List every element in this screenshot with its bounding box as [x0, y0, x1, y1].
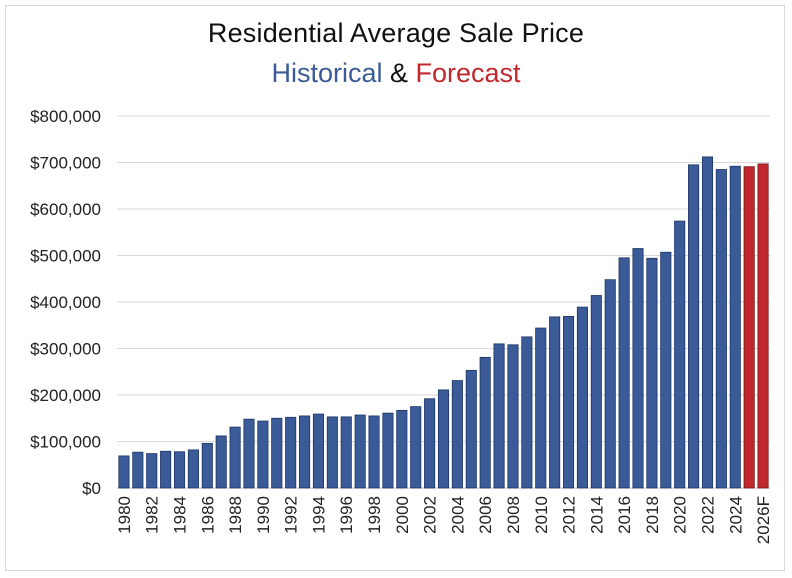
bar-historical [299, 415, 311, 489]
bar-historical [632, 248, 644, 489]
bar-historical [660, 251, 672, 489]
y-tick-label: $500,000 [30, 247, 101, 266]
bar-historical [368, 415, 380, 489]
bar-historical [312, 413, 325, 489]
x-tick-label: 2018 [643, 496, 662, 534]
bar-historical [201, 442, 213, 489]
bar-historical [437, 389, 450, 489]
y-tick-label: $300,000 [30, 340, 101, 359]
bar-historical [132, 451, 144, 489]
y-tick-label: $700,000 [30, 154, 101, 173]
bar-historical [604, 279, 616, 489]
bar-historical [354, 414, 366, 489]
x-tick-label: 2016 [615, 496, 634, 534]
bar-historical [215, 435, 227, 489]
bar-historical [563, 316, 575, 489]
bar-historical [729, 165, 741, 489]
x-tick-label: 1980 [115, 496, 134, 534]
bar-historical [424, 398, 436, 489]
bar-historical [507, 344, 519, 489]
x-tick-label: 2024 [726, 496, 745, 534]
chart-title: Residential Average Sale Price [207, 18, 585, 48]
bar-historical [535, 327, 547, 489]
y-tick-label: $800,000 [30, 107, 101, 126]
bar-historical [396, 409, 408, 489]
x-tick-label: 2008 [504, 496, 523, 534]
bar-historical [590, 295, 602, 489]
bar-historical [229, 426, 241, 489]
bar-historical [257, 420, 269, 489]
x-tick-label: 1994 [309, 496, 328, 534]
bar-historical [715, 169, 727, 489]
bar-historical [646, 257, 658, 489]
bar-historical [326, 416, 338, 489]
bar-historical [173, 451, 186, 489]
y-tick-label: $400,000 [30, 293, 101, 312]
bar-historical [340, 416, 352, 489]
bar-historical [382, 412, 394, 489]
bar-historical [493, 343, 505, 489]
bar-historical [521, 336, 533, 489]
x-tick-label: 1982 [143, 496, 162, 534]
x-tick-label: 1992 [282, 496, 301, 534]
x-tick-label: 1996 [337, 496, 356, 534]
bar-historical [146, 453, 158, 489]
x-tick-label: 2000 [393, 496, 412, 534]
x-tick-label: 2010 [532, 496, 551, 534]
subtitle-historical: Historical [271, 58, 383, 88]
bar-historical [549, 316, 561, 489]
bar-historical [479, 356, 491, 489]
bar-historical [465, 369, 477, 489]
x-tick-label: 2026F [754, 496, 773, 544]
bar-historical [271, 417, 283, 489]
x-tick-label: 2002 [421, 496, 440, 534]
x-tick-label: 1986 [198, 496, 217, 534]
bar-historical [618, 257, 630, 489]
bar-historical [674, 220, 686, 489]
chart-subtitle: Historical & Forecast [0, 58, 792, 89]
bar-historical [410, 406, 422, 489]
x-tick-label: 1998 [365, 496, 384, 534]
bar-historical [688, 164, 700, 489]
y-tick-label: $0 [82, 479, 101, 498]
bar-historical [701, 156, 714, 489]
x-tick-label: 2014 [587, 496, 606, 534]
x-tick-label: 2006 [476, 496, 495, 534]
bar-forecast [757, 163, 769, 489]
bar-historical [451, 380, 463, 489]
bar-historical [243, 418, 255, 489]
y-tick-label: $600,000 [30, 200, 101, 219]
bar-historical [160, 450, 172, 489]
x-tick-label: 1988 [226, 496, 245, 534]
x-tick-label: 2004 [448, 496, 467, 534]
subtitle-connector: & [382, 58, 416, 88]
x-tick-label: 1990 [254, 496, 273, 534]
y-tick-label: $200,000 [30, 386, 101, 405]
bar-historical [285, 416, 297, 489]
bar-historical [118, 455, 130, 489]
x-tick-label: 2012 [560, 496, 579, 534]
x-tick-label: 2022 [698, 496, 717, 534]
bar-forecast [743, 166, 755, 489]
y-tick-label: $100,000 [30, 433, 101, 452]
subtitle-forecast: Forecast [415, 58, 521, 88]
x-tick-label: 2020 [671, 496, 690, 534]
bar-historical [576, 306, 588, 489]
bar-historical [187, 449, 199, 489]
x-tick-label: 1984 [171, 496, 190, 534]
